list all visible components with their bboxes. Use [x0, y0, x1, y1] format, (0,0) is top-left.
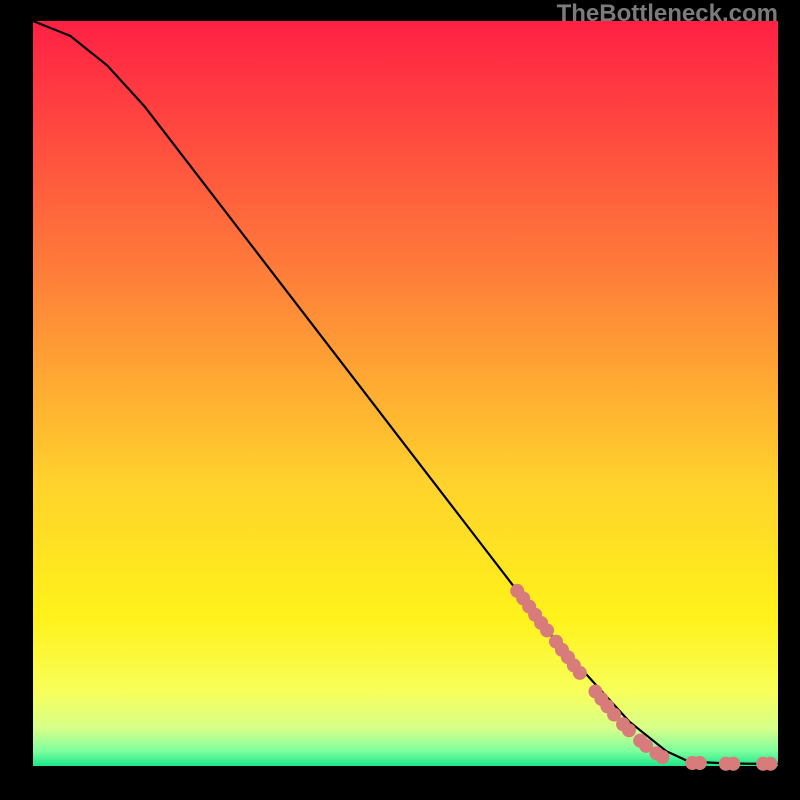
bottleneck-curve — [33, 21, 778, 764]
scatter-point — [693, 756, 707, 770]
scatter-point — [622, 723, 636, 737]
scatter-point — [764, 757, 778, 771]
chart-stage: TheBottleneck.com — [0, 0, 800, 800]
scatter-point — [573, 666, 587, 680]
scatter-point — [726, 757, 740, 771]
chart-svg — [0, 0, 800, 800]
scatter-point — [656, 750, 670, 764]
scatter-point — [540, 623, 554, 637]
scatter-series — [510, 584, 777, 771]
